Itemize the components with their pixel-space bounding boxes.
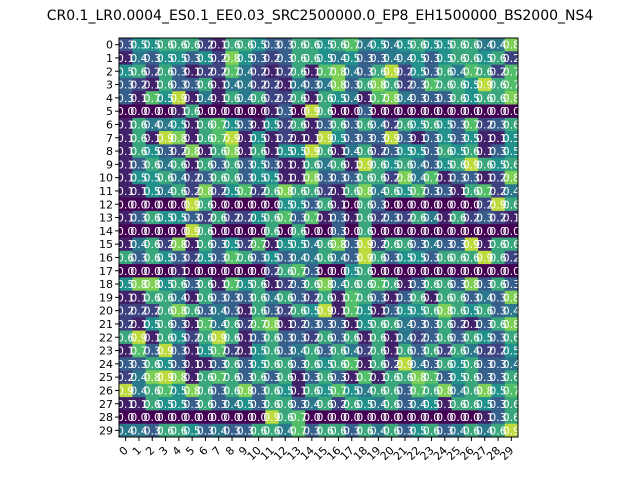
cell-value-label: 0.7: [503, 65, 521, 78]
cell-value-label: 0.6: [503, 398, 521, 411]
y-tick-label: 28: [99, 411, 113, 424]
y-tick-label: 22: [99, 331, 113, 344]
x-tick-label: 3: [157, 444, 171, 458]
cell-value-label: 0.8: [503, 318, 521, 331]
x-tick-label: 7: [210, 444, 224, 458]
cell-value-label: 0.6: [503, 331, 521, 344]
y-tick-label: 18: [99, 278, 113, 291]
cell-value-label: 0.5: [503, 345, 521, 358]
x-tick-label: 0: [117, 444, 131, 458]
y-tick-label: 26: [99, 384, 113, 397]
y-tick-label: 3: [106, 79, 113, 92]
cell-value-label: 0.7: [503, 384, 521, 397]
y-tick-label: 19: [99, 291, 113, 304]
cell-value-labels: 0.30.50.50.60.60.60.20.10.60.60.50.30.30…: [117, 39, 520, 438]
y-tick-label: 25: [99, 371, 113, 384]
cell-value-label: 0.8: [503, 92, 521, 105]
x-tick-label: 4: [170, 444, 184, 458]
y-tick-label: 2: [106, 65, 113, 78]
y-tick-label: 16: [99, 251, 113, 264]
x-axis-ticks: 0 1 2 3 4 5 6 7 8 9101112131415161718192021222324…: [117, 437, 517, 463]
y-tick-label: 8: [106, 145, 113, 158]
y-tick-label: 11: [99, 185, 113, 198]
y-tick-label: 6: [106, 118, 113, 131]
cell-value-label: 0.0: [503, 265, 521, 278]
cell-value-label: 0.6: [503, 198, 521, 211]
cell-value-label: 0.6: [503, 158, 521, 171]
cell-value-label: 0.7: [503, 79, 521, 92]
y-tick-label: 10: [99, 172, 113, 185]
y-tick-label: 4: [106, 92, 113, 105]
cell-value-label: 0.6: [503, 371, 521, 384]
cell-value-label: 0.3: [503, 278, 521, 291]
cell-value-label: 0.9: [503, 424, 521, 437]
cell-value-label: 0.4: [503, 358, 521, 371]
y-tick-label: 27: [99, 398, 113, 411]
cell-value-label: 0.5: [503, 132, 521, 145]
x-tick-label: 2: [143, 444, 157, 458]
y-tick-label: 14: [99, 225, 113, 238]
y-tick-label: 17: [99, 265, 113, 278]
cell-value-label: 0.6: [503, 411, 521, 424]
x-tick-label: 5: [183, 444, 197, 458]
y-tick-label: 20: [99, 305, 113, 318]
y-tick-label: 1: [106, 52, 113, 65]
y-tick-label: 29: [99, 424, 113, 437]
cell-value-label: 0.4: [503, 305, 521, 318]
cell-value-label: 0.8: [503, 39, 521, 52]
cell-value-label: 0.6: [503, 118, 521, 131]
y-tick-label: 5: [106, 105, 113, 118]
y-tick-label: 0: [106, 39, 113, 52]
y-tick-label: 9: [106, 158, 113, 171]
cell-value-label: 0.6: [503, 238, 521, 251]
y-tick-label: 12: [99, 198, 113, 211]
y-tick-label: 7: [106, 132, 113, 145]
cell-value-label: 0.4: [503, 185, 521, 198]
cell-value-label: 0.8: [503, 172, 521, 185]
cell-value-label: 0.2: [503, 251, 521, 264]
y-tick-label: 15: [99, 238, 113, 251]
x-tick-label: 8: [223, 444, 237, 458]
cell-value-label: 0.5: [503, 145, 521, 158]
cell-value-label: 0.0: [503, 225, 521, 238]
y-tick-label: 23: [99, 345, 113, 358]
x-tick-label: 1: [130, 444, 144, 458]
cell-value-label: 0.1: [503, 212, 521, 225]
cell-value-label: 0.0: [503, 105, 521, 118]
y-tick-label: 13: [99, 212, 113, 225]
x-tick-label: 6: [196, 444, 210, 458]
cell-value-label: 0.2: [503, 52, 521, 65]
y-tick-label: 24: [99, 358, 113, 371]
cell-value-label: 0.8: [503, 291, 521, 304]
x-tick-label: 29: [497, 444, 516, 463]
y-tick-label: 21: [99, 318, 113, 331]
